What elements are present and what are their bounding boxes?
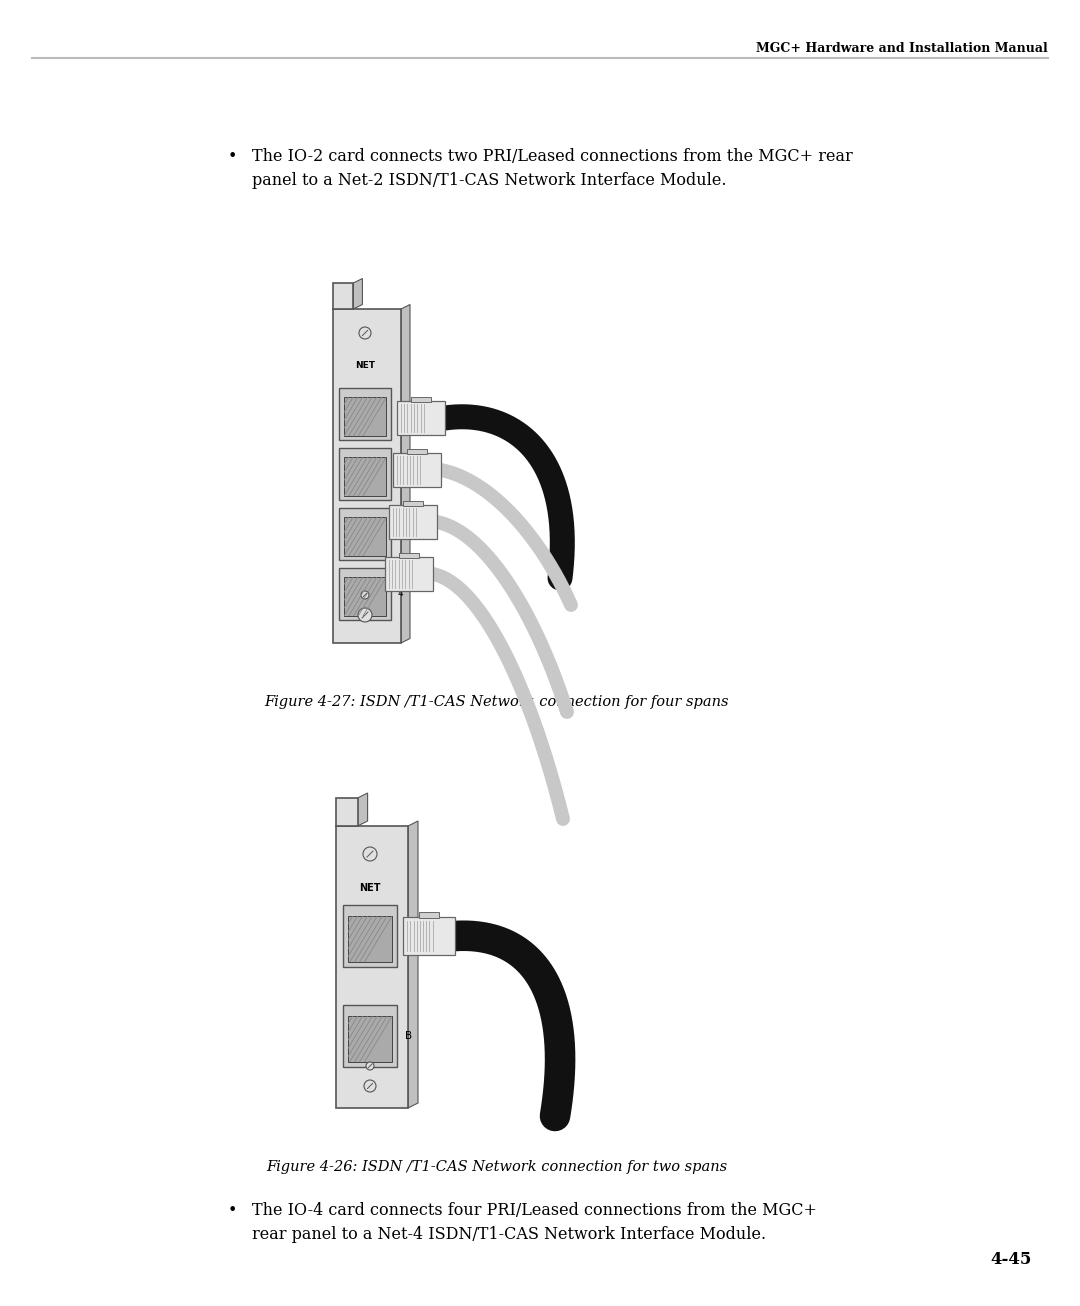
FancyBboxPatch shape: [339, 448, 391, 500]
Circle shape: [363, 848, 377, 861]
Circle shape: [361, 592, 369, 599]
FancyBboxPatch shape: [336, 798, 357, 825]
Text: panel to a Net-2 ISDN/T1-CAS Network Interface Module.: panel to a Net-2 ISDN/T1-CAS Network Int…: [252, 172, 726, 189]
Text: MGC+ Hardware and Installation Manual: MGC+ Hardware and Installation Manual: [756, 42, 1048, 55]
Text: B: B: [405, 1030, 413, 1041]
Text: 1: 1: [399, 410, 404, 418]
FancyBboxPatch shape: [411, 397, 431, 402]
FancyBboxPatch shape: [389, 505, 437, 539]
Text: Figure 4-27: ISDN /T1-CAS Network connection for four spans: Figure 4-27: ISDN /T1-CAS Network connec…: [265, 695, 729, 709]
Text: NET: NET: [355, 360, 375, 370]
Text: The IO-2 card connects two PRI/Leased connections from the MGC+ rear: The IO-2 card connects two PRI/Leased co…: [252, 148, 852, 165]
Circle shape: [364, 1080, 376, 1092]
FancyBboxPatch shape: [343, 1006, 397, 1067]
FancyBboxPatch shape: [343, 905, 397, 966]
FancyBboxPatch shape: [400, 552, 419, 558]
Polygon shape: [408, 821, 418, 1107]
Text: 4-45: 4-45: [990, 1251, 1031, 1268]
FancyBboxPatch shape: [343, 457, 387, 496]
FancyBboxPatch shape: [339, 508, 391, 560]
Polygon shape: [401, 304, 410, 643]
Text: NET: NET: [360, 883, 381, 893]
FancyBboxPatch shape: [404, 502, 422, 505]
FancyBboxPatch shape: [403, 917, 455, 955]
Circle shape: [366, 1062, 374, 1070]
FancyBboxPatch shape: [333, 310, 401, 643]
FancyBboxPatch shape: [348, 1016, 392, 1062]
FancyBboxPatch shape: [343, 577, 387, 616]
Text: 3: 3: [399, 529, 404, 538]
FancyBboxPatch shape: [343, 397, 387, 436]
FancyBboxPatch shape: [336, 825, 408, 1107]
Text: Figure 4-26: ISDN /T1-CAS Network connection for two spans: Figure 4-26: ISDN /T1-CAS Network connec…: [267, 1160, 727, 1174]
Polygon shape: [357, 793, 367, 825]
Text: rear panel to a Net-4 ISDN/T1-CAS Network Interface Module.: rear panel to a Net-4 ISDN/T1-CAS Networ…: [252, 1226, 766, 1243]
Text: 4: 4: [399, 589, 404, 598]
FancyBboxPatch shape: [393, 453, 441, 487]
Polygon shape: [353, 278, 363, 310]
Circle shape: [359, 326, 372, 340]
FancyBboxPatch shape: [419, 913, 440, 918]
Text: 2: 2: [399, 469, 404, 478]
FancyBboxPatch shape: [397, 401, 445, 435]
FancyBboxPatch shape: [339, 388, 391, 440]
FancyBboxPatch shape: [339, 568, 391, 620]
Text: The IO-4 card connects four PRI/Leased connections from the MGC+: The IO-4 card connects four PRI/Leased c…: [252, 1202, 816, 1218]
Text: •: •: [228, 1202, 237, 1218]
Circle shape: [357, 609, 372, 622]
FancyBboxPatch shape: [407, 449, 427, 454]
Text: A: A: [405, 931, 413, 942]
FancyBboxPatch shape: [333, 283, 353, 310]
FancyBboxPatch shape: [343, 517, 387, 556]
Text: •: •: [228, 148, 237, 165]
FancyBboxPatch shape: [348, 916, 392, 963]
FancyBboxPatch shape: [384, 556, 433, 592]
